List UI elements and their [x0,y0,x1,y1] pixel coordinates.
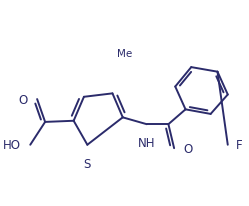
Text: O: O [183,142,192,155]
Text: HO: HO [3,139,21,151]
Text: NH: NH [138,136,155,149]
Text: Me: Me [117,49,133,59]
Text: F: F [236,139,242,151]
Text: O: O [19,93,28,106]
Text: S: S [84,158,91,171]
